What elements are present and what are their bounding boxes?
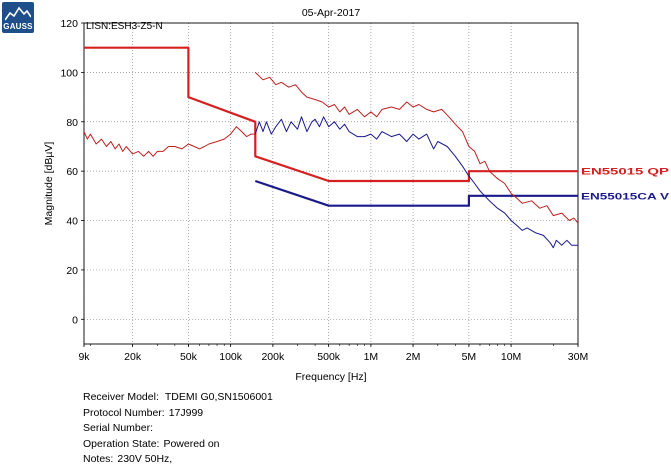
measurement-info: Receiver Model: TDEMI G0,SN1506001 Protoc… — [83, 390, 273, 468]
x-tick-label: 50k — [180, 351, 198, 363]
x-tick-label: 9k — [78, 351, 90, 363]
x-tick-label: 20k — [124, 351, 142, 363]
x-tick-label: 30M — [568, 351, 588, 363]
emission-chart: 0 20 40 60 80 100 120 9k 20k 50k 100k 200k 500k 1M 2M 5… — [43, 7, 669, 383]
y-tick-label: 120 — [60, 18, 78, 30]
limit-line-1 — [254, 179, 578, 207]
protocol-number-row: Protocol Number: 17J999 — [83, 406, 273, 422]
limit-line-0 — [84, 46, 578, 183]
limit-label-1: EN55015CA V — [581, 191, 669, 201]
y-tick-label: 60 — [66, 166, 78, 178]
y-tick-label: 40 — [66, 216, 78, 228]
operation-state-label: Operation State: — [83, 437, 160, 450]
y-tick-label: 0 — [72, 314, 78, 326]
notes-label: Notes: — [83, 453, 114, 465]
operation-state-row: Operation State: Powered on — [83, 437, 273, 453]
receiver-model-label: Receiver Model: — [83, 391, 159, 403]
protocol-number-label: Protocol Number: — [83, 406, 165, 419]
notes-row: Notes: 230V 50Hz, — [83, 452, 273, 468]
serial-number-row: Serial Number: — [83, 421, 273, 437]
x-tick-label: 500k — [317, 351, 341, 363]
measurement-trace-2 — [84, 126, 256, 157]
x-tick-label: 100k — [219, 351, 243, 363]
chart-title: 05-Apr-2017 — [302, 7, 361, 19]
chart-annotation: LISN:ESH3-Z5-N — [86, 21, 163, 32]
y-tick-label: 80 — [66, 117, 78, 129]
logo-text: GAUSS — [3, 22, 33, 31]
y-tick-label: 100 — [60, 67, 78, 79]
receiver-model-row: Receiver Model: TDEMI G0,SN1506001 — [83, 390, 273, 406]
y-axis-label: Magnitude [dBµV] — [43, 142, 55, 226]
x-tick-label: 10M — [501, 351, 521, 363]
gauss-logo: GAUSS — [2, 2, 34, 33]
protocol-number-value: 17J999 — [168, 406, 204, 419]
mountain-icon — [5, 6, 31, 21]
y-tick-label: 20 — [66, 265, 78, 277]
measurement-trace-3 — [254, 72, 578, 224]
serial-number-label: Serial Number: — [83, 422, 154, 434]
operation-state-value: Powered on — [163, 437, 220, 450]
x-axis-label: Frequency [Hz] — [295, 371, 366, 383]
x-tick-label: 5M — [462, 351, 477, 363]
x-tick-label: 1M — [364, 351, 379, 363]
series-group — [84, 46, 578, 249]
measurement-trace-4 — [254, 116, 578, 249]
plot-frame — [83, 22, 579, 345]
x-tick-label: 200k — [261, 351, 285, 363]
plot-area — [84, 23, 578, 344]
limit-label-0: EN55015 QP — [581, 167, 669, 177]
notes-value: 230V 50Hz, — [117, 453, 173, 465]
receiver-model-value: TDEMI G0,SN1506001 — [164, 391, 273, 403]
x-tick-label: 2M — [406, 351, 421, 363]
